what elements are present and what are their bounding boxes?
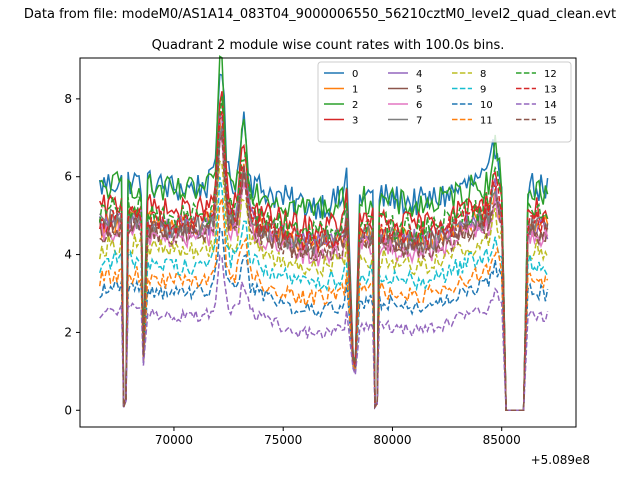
x-axis: 70000 75000 80000 85000 bbox=[155, 427, 521, 447]
series-line-13 bbox=[98, 111, 549, 412]
legend-label: 9 bbox=[480, 85, 486, 96]
y-tick-label: 2 bbox=[64, 325, 72, 339]
legend-label: 3 bbox=[352, 116, 358, 127]
legend-label: 8 bbox=[480, 69, 486, 80]
series-line-15 bbox=[99, 134, 549, 412]
series-line-10 bbox=[99, 227, 549, 412]
series-layer bbox=[98, 55, 549, 412]
legend-label: 5 bbox=[416, 85, 422, 96]
x-tick-label: 75000 bbox=[264, 433, 302, 447]
legend-label: 2 bbox=[352, 100, 358, 111]
y-tick-label: 8 bbox=[64, 92, 72, 106]
legend-label: 0 bbox=[352, 69, 358, 80]
chart-title: Quadrant 2 module wise count rates with … bbox=[152, 38, 505, 53]
legend-label: 12 bbox=[544, 69, 557, 80]
figure-suptitle: Data from file: modeM0/AS1A14_083T04_900… bbox=[24, 7, 616, 22]
legend-label: 1 bbox=[352, 85, 358, 96]
x-tick-label: 70000 bbox=[155, 433, 193, 447]
series-line-11 bbox=[98, 198, 549, 412]
y-tick-label: 6 bbox=[64, 170, 72, 184]
series-line-14 bbox=[99, 254, 549, 412]
series-line-2 bbox=[99, 55, 549, 412]
y-axis: 0 2 4 6 8 bbox=[64, 92, 80, 417]
legend-label: 14 bbox=[544, 100, 557, 111]
x-offset-label: +5.089e8 bbox=[531, 453, 590, 467]
legend-label: 11 bbox=[480, 116, 493, 127]
legend-box bbox=[317, 61, 572, 143]
legend-label: 7 bbox=[416, 116, 422, 127]
axes-frame bbox=[79, 57, 577, 428]
legend-label: 13 bbox=[544, 85, 557, 96]
y-tick-label: 4 bbox=[64, 248, 72, 262]
legend-label: 6 bbox=[416, 100, 422, 111]
legend-label: 15 bbox=[544, 116, 557, 127]
y-tick-label: 0 bbox=[64, 403, 72, 417]
series-line-6 bbox=[99, 137, 549, 412]
series-line-1 bbox=[98, 121, 549, 412]
series-line-0 bbox=[98, 73, 549, 412]
series-line-4 bbox=[98, 115, 549, 412]
x-tick-label: 85000 bbox=[483, 433, 521, 447]
series-line-9 bbox=[98, 176, 549, 412]
series-line-12 bbox=[98, 96, 549, 412]
x-tick-label: 80000 bbox=[373, 433, 411, 447]
series-line-8 bbox=[98, 159, 549, 412]
legend-label: 4 bbox=[416, 69, 422, 80]
legend-label: 10 bbox=[480, 100, 493, 111]
